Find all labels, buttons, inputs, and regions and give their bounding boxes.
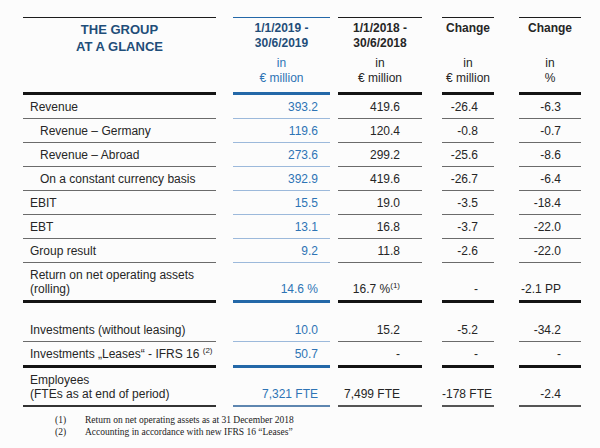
value-2019: 393.2 (233, 95, 330, 119)
value-2018: 120.4 (338, 119, 422, 143)
value-2018: 16.7 %(1) (338, 263, 422, 303)
change-eur-value: -3.5 (442, 191, 494, 215)
footnotes: (1)Return on net operating assets as at … (55, 414, 294, 438)
row-label: Investments (without leasing) (23, 318, 216, 342)
column-header-change-eur: Change in € million (442, 17, 494, 95)
change-pct-value: -18.4 (519, 191, 581, 215)
row-label: Revenue – Abroad (23, 143, 216, 167)
footnote-ref-1: (1) (390, 281, 400, 290)
row-label: Revenue (23, 95, 216, 119)
column-header-change-pct: Change in % (519, 17, 581, 95)
value-2019: 10.0 (233, 318, 330, 342)
table-row-revenue-abroad: Revenue – Abroad 273.6 299.2 -25.6 -8.6 (23, 143, 581, 167)
column-header-2019: 1/1/2019 - 30/6/2019 in € million (233, 17, 330, 95)
change-eur-value: -2.6 (442, 239, 494, 263)
change-pct-value: -34.2 (519, 318, 581, 342)
value-2019: 273.6 (233, 143, 330, 167)
section-gap (23, 303, 581, 318)
change-pct-value: -6.4 (519, 167, 581, 191)
table-title-line1: THE GROUP (81, 21, 158, 38)
table-row-revenue-germany: Revenue – Germany 119.6 120.4 -0.8 -0.7 (23, 119, 581, 143)
table-title: THE GROUP AT A GLANCE (23, 17, 216, 95)
value-2018: 15.2 (338, 318, 422, 342)
change-pct-value: - (519, 342, 581, 368)
change-eur-value: -3.7 (442, 215, 494, 239)
value-2019: 50.7 (233, 342, 330, 368)
footnote-ref-2: (2) (203, 346, 213, 355)
change-eur-value: -178 FTE (442, 368, 494, 407)
footnote-1: (1)Return on net operating assets as at … (55, 414, 294, 426)
value-2018: - (338, 342, 422, 368)
value-2019: 15.5 (233, 191, 330, 215)
change-eur-value: -26.7 (442, 167, 494, 191)
table-row-constant-currency: On a constant currency basis 392.9 419.6… (23, 167, 581, 191)
value-2018: 11.8 (338, 239, 422, 263)
row-label: EBIT (23, 191, 216, 215)
change-pct-value: -22.0 (519, 239, 581, 263)
row-label: On a constant currency basis (23, 167, 216, 191)
table-row-group-result: Group result 9.2 11.8 -2.6 -22.0 (23, 239, 581, 263)
footnote-2: (2)Accounting in accordance with new IFR… (55, 426, 294, 438)
value-2018: 419.6 (338, 95, 422, 119)
change-pct-value: -22.0 (519, 215, 581, 239)
value-2018: 19.0 (338, 191, 422, 215)
table-row-return-on-net-operating-assets: Return on net operating assets (rolling)… (23, 263, 581, 303)
change-eur-value: -26.4 (442, 95, 494, 119)
value-2018: 299.2 (338, 143, 422, 167)
change-eur-value: -0.8 (442, 119, 494, 143)
group-at-a-glance-table: THE GROUP AT A GLANCE 1/1/2019 - 30/6/20… (23, 17, 581, 407)
table-row-investments: Investments (without leasing) 10.0 15.2 … (23, 318, 581, 342)
change-pct-value: -2.1 PP (519, 263, 581, 303)
row-label: Return on net operating assets (rolling) (23, 263, 216, 303)
change-pct-value: -2.4 (519, 368, 581, 407)
row-label: Investments „Leases“ - IFRS 16 (2) (23, 342, 216, 368)
value-2018: 7,499 FTE (338, 368, 422, 407)
value-2019: 13.1 (233, 215, 330, 239)
value-2018: 16.8 (338, 215, 422, 239)
table-row-ebt: EBT 13.1 16.8 -3.7 -22.0 (23, 215, 581, 239)
row-label: Revenue – Germany (23, 119, 216, 143)
change-pct-value: -8.6 (519, 143, 581, 167)
value-2019: 7,321 FTE (233, 368, 330, 407)
column-header-2018: 1/1/2018 - 30/6/2018 in € million (338, 17, 422, 95)
value-2019: 9.2 (233, 239, 330, 263)
row-label: Employees (FTEs as at end of period) (23, 368, 216, 407)
table-row-ebit: EBIT 15.5 19.0 -3.5 -18.4 (23, 191, 581, 215)
change-pct-value: -6.3 (519, 95, 581, 119)
row-label: EBT (23, 215, 216, 239)
value-2019: 392.9 (233, 167, 330, 191)
value-2018: 419.6 (338, 167, 422, 191)
value-2019: 14.6 % (233, 263, 330, 303)
table-title-line2: AT A GLANCE (76, 38, 163, 55)
row-label: Group result (23, 239, 216, 263)
table-header-row: THE GROUP AT A GLANCE 1/1/2019 - 30/6/20… (23, 17, 581, 95)
table-row-revenue: Revenue 393.2 419.6 -26.4 -6.3 (23, 95, 581, 119)
table-row-investments-leases: Investments „Leases“ - IFRS 16 (2) 50.7 … (23, 342, 581, 368)
change-eur-value: -25.6 (442, 143, 494, 167)
change-pct-value: -0.7 (519, 119, 581, 143)
change-eur-value: - (442, 342, 494, 368)
table-row-employees: Employees (FTEs as at end of period) 7,3… (23, 368, 581, 407)
change-eur-value: - (442, 263, 494, 303)
value-2019: 119.6 (233, 119, 330, 143)
change-eur-value: -5.2 (442, 318, 494, 342)
